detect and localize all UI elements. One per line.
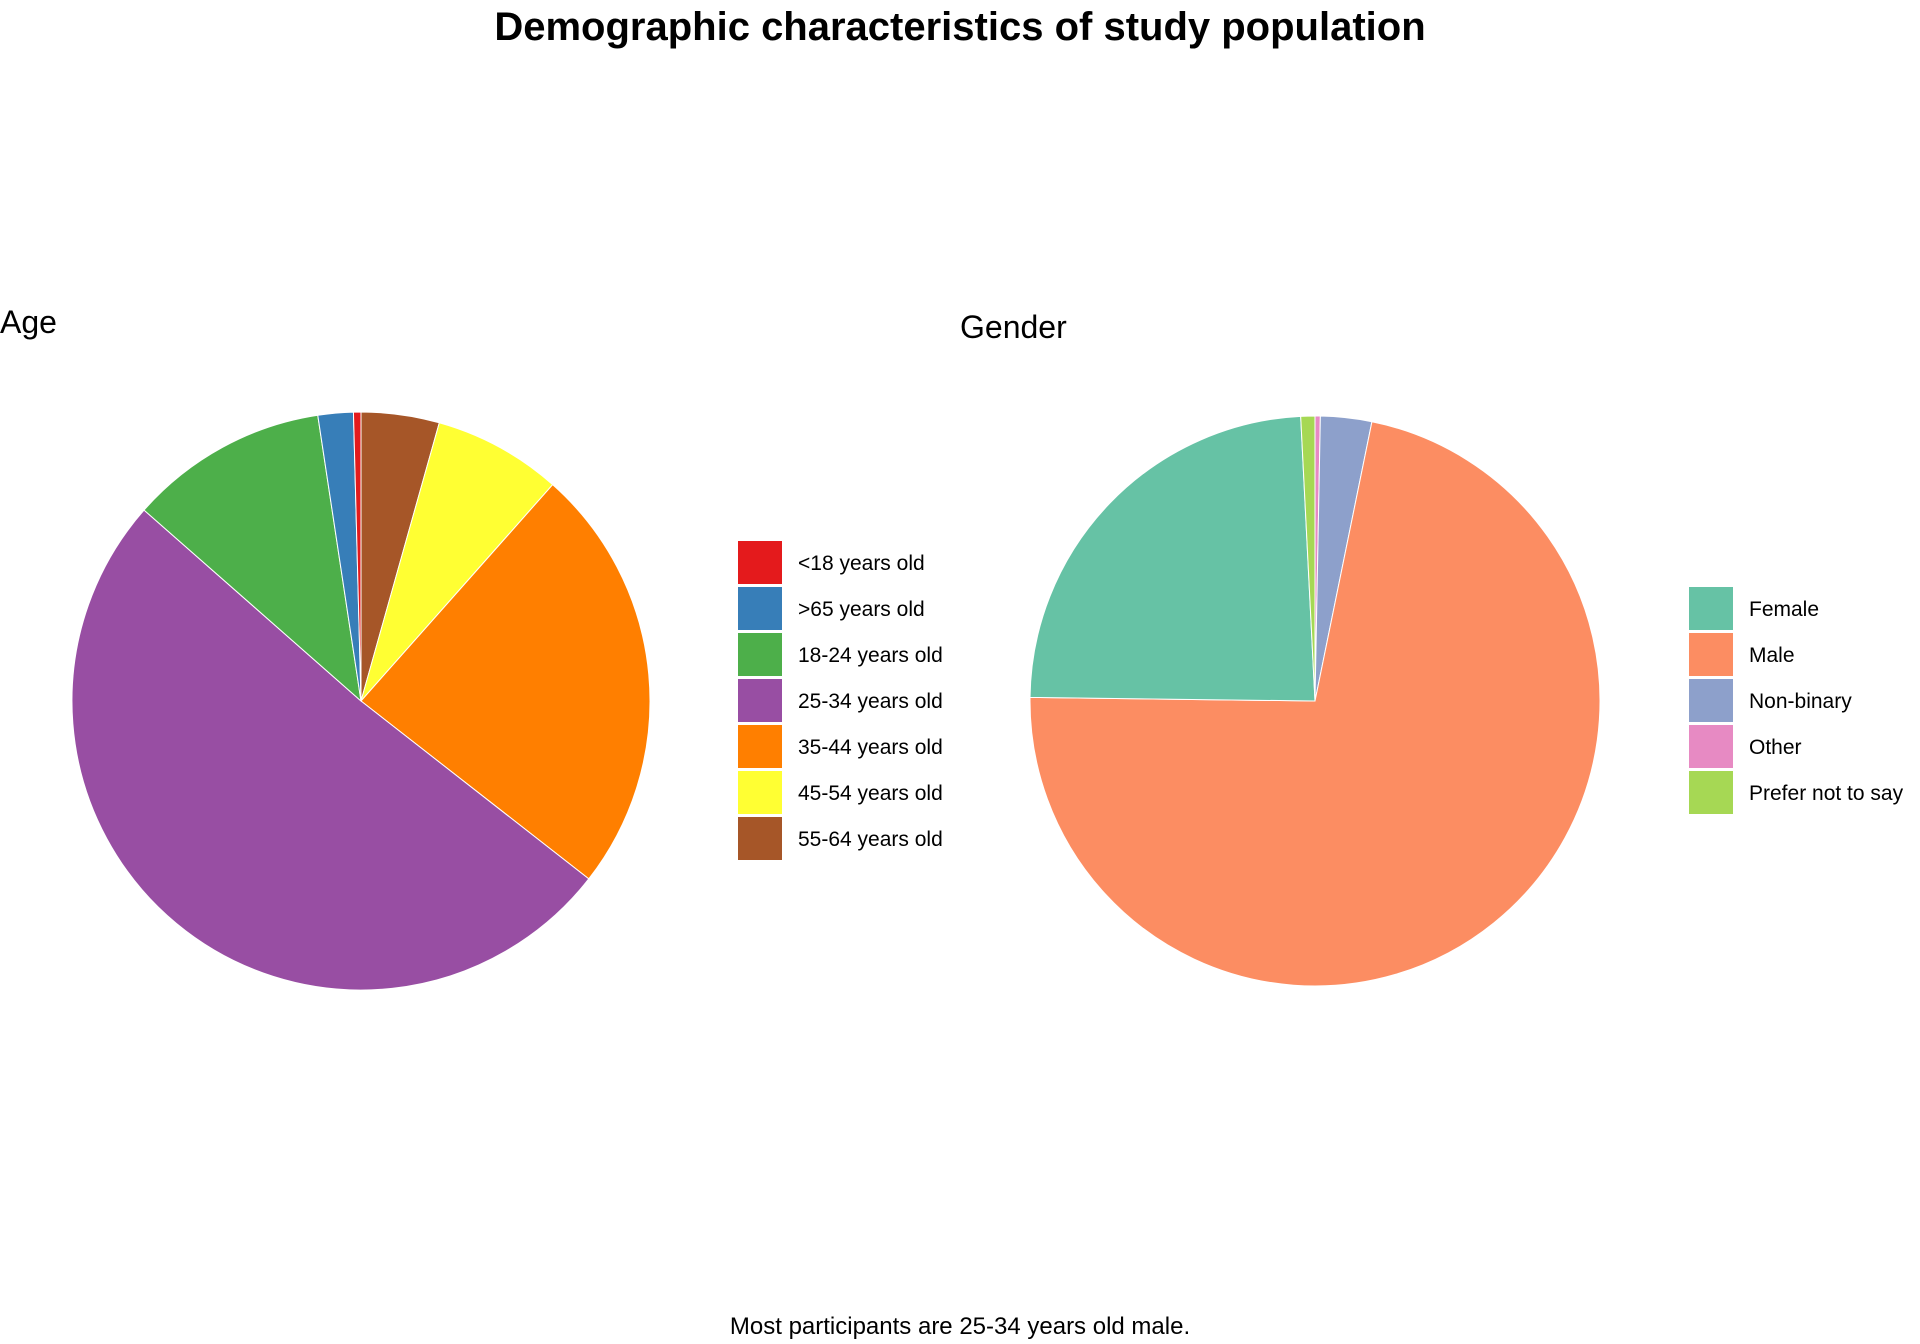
gender-slice-prefer-not-to-say bbox=[1300, 415, 1316, 702]
age-legend-swatch-18-years-old bbox=[738, 541, 782, 584]
age-legend-label-18-years-old: <18 years old bbox=[798, 552, 925, 575]
age-slice-18-years-old bbox=[352, 411, 362, 702]
gender-slice-female bbox=[1029, 415, 1316, 702]
age-legend: <18 years old >65 years old 18-24 years ol… bbox=[738, 541, 943, 860]
age-legend-label-25-34-years-old: 25-34 years old bbox=[798, 690, 943, 713]
age-slice-35-44-years-old bbox=[360, 483, 651, 880]
gender-legend-label-prefer-not-to-say: Prefer not to say bbox=[1749, 782, 1904, 805]
age-slice-18-24-years-old bbox=[143, 414, 362, 703]
age-legend-swatch-45-54-years-old bbox=[738, 771, 782, 814]
age-legend-label-35-44-years-old: 35-44 years old bbox=[798, 736, 943, 759]
age-legend-swatch-35-44-years-old bbox=[738, 725, 782, 768]
gender-chart-title: Gender bbox=[960, 309, 1067, 345]
age-slice-45-54-years-old bbox=[360, 422, 554, 702]
gender-chart: Gender Female Male Non-binary Other Prefer n… bbox=[960, 309, 1904, 987]
age-legend-swatch-25-34-years-old bbox=[738, 679, 782, 722]
gender-legend-label-non-binary: Non-binary bbox=[1749, 690, 1852, 713]
gender-pie bbox=[1029, 415, 1601, 987]
caption: Most participants are 25-34 years old ma… bbox=[730, 1313, 1190, 1340]
gender-legend-swatch-male bbox=[1689, 633, 1733, 676]
age-legend-label-45-54-years-old: 45-54 years old bbox=[798, 782, 943, 805]
age-legend-swatch-18-24-years-old bbox=[738, 633, 782, 676]
gender-slice-male bbox=[1029, 421, 1601, 987]
gender-legend: Female Male Non-binary Other Prefer not to s… bbox=[1689, 587, 1904, 814]
gender-legend-swatch-non-binary bbox=[1689, 679, 1733, 722]
gender-legend-swatch-female bbox=[1689, 587, 1733, 630]
age-legend-label-55-64-years-old: 55-64 years old bbox=[798, 828, 943, 851]
age-legend-label-65-years-old: >65 years old bbox=[798, 598, 925, 621]
figure-title: Demographic characteristics of study pop… bbox=[494, 5, 1425, 49]
gender-legend-swatch-prefer-not-to-say bbox=[1689, 771, 1733, 814]
age-pie bbox=[71, 411, 651, 991]
gender-legend-label-female: Female bbox=[1749, 598, 1819, 621]
gender-legend-swatch-other bbox=[1689, 725, 1733, 768]
gender-legend-label-male: Male bbox=[1749, 644, 1795, 667]
age-legend-swatch-55-64-years-old bbox=[738, 817, 782, 860]
age-chart: Age <18 years old >65 years old 18-24 year… bbox=[0, 304, 943, 991]
age-slice-25-34-years-old bbox=[71, 509, 590, 991]
age-chart-title: Age bbox=[0, 304, 57, 340]
age-legend-label-18-24-years-old: 18-24 years old bbox=[798, 644, 943, 667]
age-legend-swatch-65-years-old bbox=[738, 587, 782, 630]
gender-legend-label-other: Other bbox=[1749, 736, 1802, 759]
